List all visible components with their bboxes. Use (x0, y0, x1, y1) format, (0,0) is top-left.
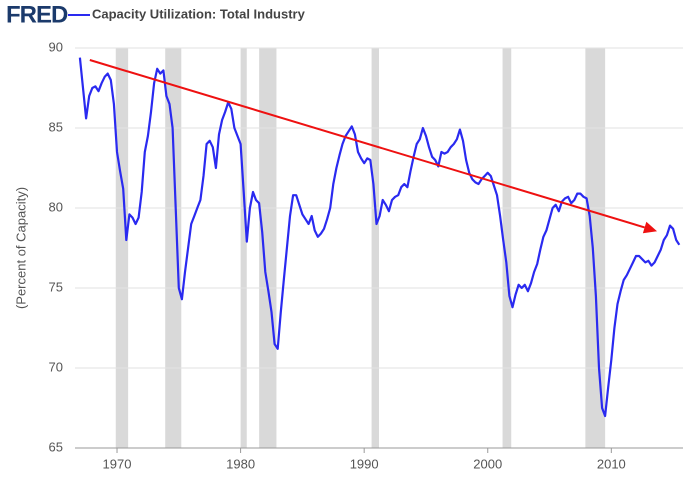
y-tick-label: 70 (49, 359, 63, 374)
logo: FRED (6, 1, 68, 28)
x-tick-label: 1990 (350, 456, 379, 471)
y-axis-label: (Percent of Capacity) (13, 187, 28, 309)
recession-band (585, 48, 606, 448)
x-tick-label: 1970 (103, 456, 132, 471)
recession-band (259, 48, 277, 448)
trend-line (89, 59, 645, 229)
y-tick-label: 90 (49, 39, 63, 54)
data-line (78, 57, 681, 418)
recession-band (371, 48, 379, 448)
recession-band (165, 48, 182, 448)
chart-title: Capacity Utilization: Total Industry (92, 6, 306, 21)
x-tick-label: 2010 (597, 456, 626, 471)
y-tick-label: 65 (49, 439, 63, 454)
x-tick-label: 1980 (226, 456, 255, 471)
y-tick-label: 75 (49, 279, 63, 294)
recession-band (502, 48, 512, 448)
trend-arrowhead (642, 221, 658, 234)
recession-band (240, 48, 247, 448)
y-tick-label: 80 (49, 199, 63, 214)
y-tick-label: 85 (49, 119, 63, 134)
recession-band (115, 48, 129, 448)
x-tick-label: 2000 (473, 456, 502, 471)
